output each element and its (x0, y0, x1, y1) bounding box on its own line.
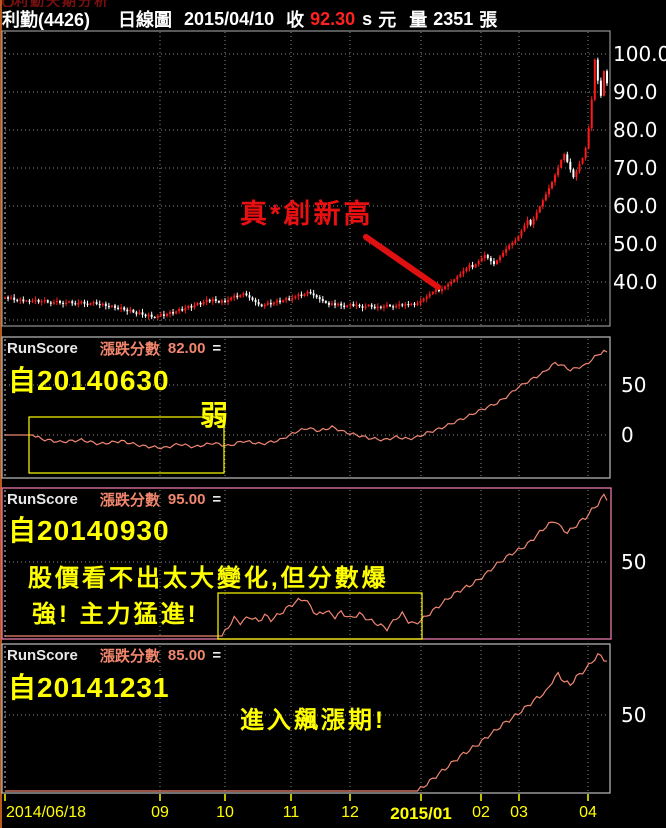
since-label-panel1: 自20140630 (8, 365, 170, 396)
runscore-axis-label: 50 (621, 703, 647, 727)
app-logo-icon (2, 0, 14, 7)
x-axis-label: 09 (151, 804, 169, 821)
x-axis-label: 04 (579, 804, 597, 821)
close-flag: s (362, 8, 373, 29)
stock-name: 利勤(4426) (2, 10, 91, 30)
x-axis-label: 11 (282, 804, 300, 821)
weak-annotation: 弱 (200, 400, 229, 431)
left-edge-bar (0, 0, 2, 828)
runscore-line (5, 493, 608, 637)
score-value: 95.00 (167, 490, 206, 508)
surge-zone-box (217, 592, 423, 640)
runscore-title: RunScore (7, 339, 78, 357)
date-label: 2015/04/10 (184, 8, 275, 29)
volume-unit: 張 (479, 10, 498, 30)
price-axis-label: 40.0 (613, 270, 658, 294)
runscore-title: RunScore (7, 490, 78, 508)
annotation-arrow (363, 234, 441, 290)
runscore-panel3-header: RunScore 漲跌分數 85.00 = (7, 646, 222, 665)
price-axis-label: 50.0 (613, 232, 658, 256)
price-axis-label: 80.0 (613, 118, 658, 142)
runscore-axis-label: 50 (621, 373, 647, 397)
score-value: 85.00 (167, 646, 206, 664)
close-value: 92.30 (310, 8, 356, 29)
equals-sign: = (212, 646, 222, 664)
x-axis-label: 12 (341, 804, 359, 821)
main-chart-frame (1, 30, 611, 327)
period-label[interactable]: 日線圖 (118, 10, 173, 30)
volume-label: 量 (409, 10, 428, 30)
price-axis-label: 90.0 (613, 80, 658, 104)
x-axis-label: 2014/06/18 (6, 804, 87, 821)
score-prefix: 漲跌分數 (99, 340, 160, 358)
runscore-panel-frame (1, 336, 611, 479)
runscore-panel1-header: RunScore 漲跌分數 82.00 = (7, 339, 222, 358)
new-high-annotation: 真*創新高 (240, 199, 374, 229)
runscore-axis-label: 0 (621, 423, 634, 447)
x-axis-label: 10 (216, 804, 234, 821)
runscore-line (5, 349, 608, 450)
runscore-title: RunScore (7, 646, 78, 664)
x-axis-label: 02 (472, 804, 490, 821)
score-surge-annotation-line2: 強! 主力猛進! (32, 601, 199, 628)
score-surge-annotation-line1: 股價看不出太大變化,但分數爆 (28, 565, 389, 592)
equals-sign: = (212, 490, 222, 508)
price-axis-label: 100.0 (613, 42, 666, 66)
x-axis-label: 03 (510, 804, 528, 821)
close-label: 收 (286, 10, 305, 30)
candlestick-series (4, 57, 608, 321)
window-title: 利勤天期分析 (14, 0, 110, 7)
equals-sign: = (212, 339, 222, 357)
soaring-period-annotation: 進入飆漲期! (240, 707, 386, 734)
chart-header: 利勤(4426) 日線圖 2015/04/10 收 92.30 s 元 量 23… (2, 7, 662, 31)
since-label-panel3: 自20141231 (8, 672, 170, 703)
score-value: 82.00 (167, 339, 206, 357)
score-prefix: 漲跌分數 (99, 647, 160, 665)
runscore-panel-frame (1, 643, 611, 794)
score-prefix: 漲跌分數 (99, 491, 160, 509)
close-unit: 元 (378, 10, 397, 30)
runscore-panel2-header: RunScore 漲跌分數 95.00 = (7, 490, 222, 509)
volume-value: 2351 (433, 8, 474, 29)
runscore-line (5, 653, 608, 792)
runscore-axis-label: 50 (621, 550, 647, 574)
price-axis-label: 70.0 (613, 156, 658, 180)
price-axis-label: 60.0 (613, 194, 658, 218)
window-titlebar-clipped: 利勤天期分析 (0, 0, 666, 7)
x-axis-label: 2015/01 (390, 804, 452, 823)
weak-zone-box (28, 416, 225, 474)
since-label-panel2: 自20140930 (8, 515, 170, 546)
